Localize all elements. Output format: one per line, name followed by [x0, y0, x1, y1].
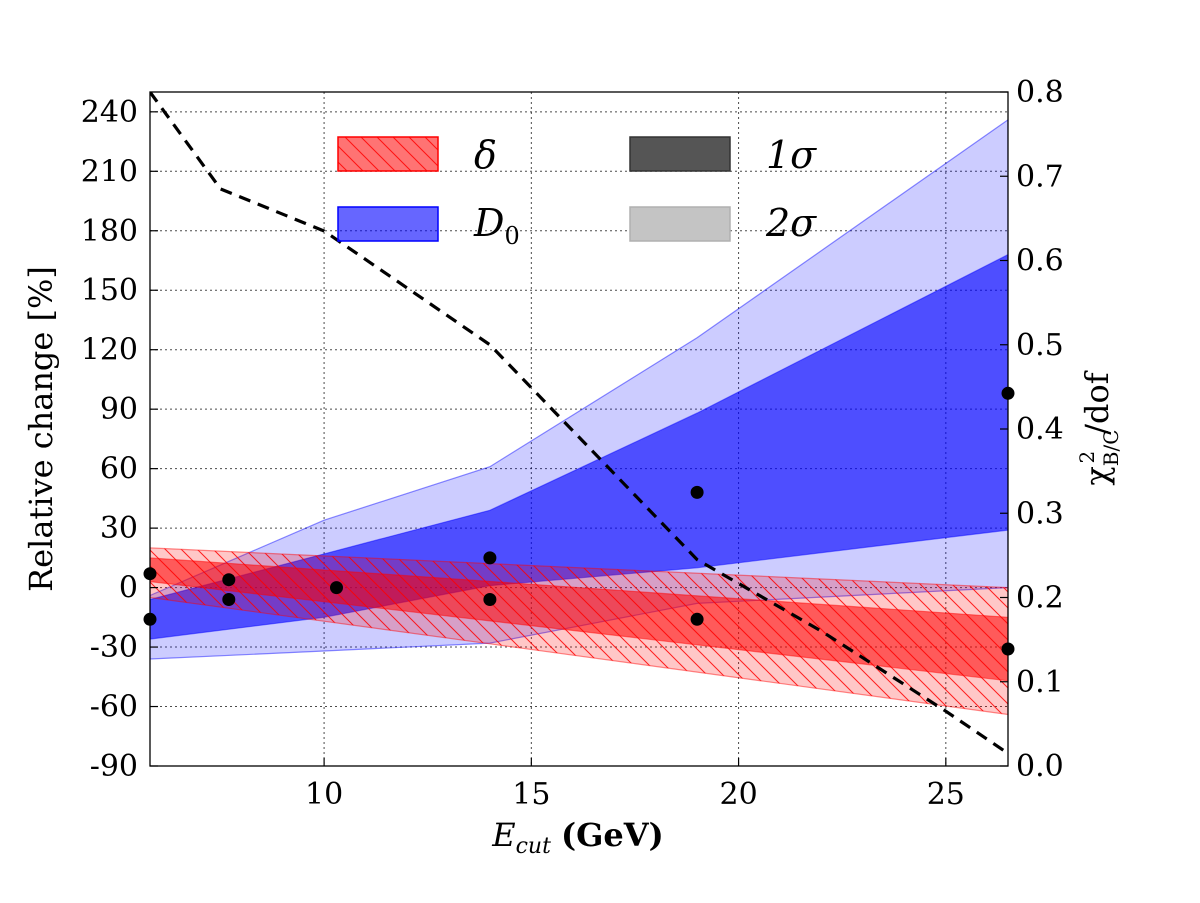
x-tick-label: 20 — [719, 777, 757, 812]
y-tick-label: 90 — [100, 392, 138, 427]
x-tick-label: 10 — [305, 777, 343, 812]
data-point — [483, 593, 497, 606]
legend-swatch-d0 — [337, 206, 439, 242]
y2-axis-title: χB/C2/dof — [1075, 370, 1123, 485]
x-axis: 10 15 20 25 — [305, 758, 965, 812]
data-point — [222, 593, 236, 606]
y2-tick-label: 0.1 — [1016, 665, 1064, 700]
y-tick-label: 0 — [119, 571, 138, 606]
y-axis-left: -90 -60 -30 0 30 60 90 120 150 180 210 240 — [81, 95, 158, 784]
y2-tick-label: 0.6 — [1016, 244, 1064, 279]
band--1-band — [150, 557, 1008, 682]
data-point — [690, 612, 704, 626]
legend-swatch-delta-hatch — [338, 137, 438, 171]
legend-swatch-1sigma — [629, 136, 731, 172]
y2-tick-label: 0.4 — [1016, 412, 1064, 447]
y2-tick-label: 0.8 — [1016, 75, 1064, 110]
y2-tick-label: 0.5 — [1016, 328, 1064, 363]
y2-tick-label: 0.7 — [1016, 159, 1064, 194]
y-tick-label: -60 — [90, 690, 138, 725]
y-tick-label: 150 — [81, 273, 138, 308]
y-tick-label: 120 — [81, 333, 138, 368]
data-point — [330, 581, 343, 595]
y-tick-label: -90 — [90, 749, 138, 784]
y2-tick-label: 0.2 — [1016, 581, 1064, 616]
y-tick-label: -30 — [90, 630, 138, 665]
y2-tick-label: 0.3 — [1016, 496, 1064, 531]
y-tick-label: 180 — [81, 214, 138, 249]
band-d0-1-band — [150, 253, 1008, 640]
bands — [150, 119, 1008, 716]
y2-tick-label: 0.0 — [1016, 749, 1064, 784]
legend-swatch-2sigma — [629, 206, 731, 242]
y-tick-label: 30 — [100, 511, 138, 546]
y-axis-title: Relative change [%] — [22, 266, 60, 592]
legend-label-d0: D0 — [473, 201, 520, 250]
y-tick-label: 210 — [81, 154, 138, 189]
data-point — [690, 485, 704, 499]
y-tick-label: 60 — [100, 452, 138, 487]
data-point — [483, 551, 497, 565]
y-axis-right: 0.0 0.1 0.2 0.3 0.4 0.5 0.6 0.7 0.8 — [1000, 75, 1064, 784]
legend-label-2sigma: 2σ — [765, 201, 817, 245]
y-tick-label: 240 — [81, 95, 138, 130]
data-point — [222, 573, 236, 587]
legend-label-delta: δ — [474, 133, 497, 177]
chi2-line-layer — [150, 92, 1008, 755]
x-tick-label: 25 — [927, 777, 965, 812]
chi2-dashed-line — [150, 92, 1008, 755]
legend-label-1sigma: 1σ — [766, 133, 817, 177]
x-tick-label: 15 — [512, 777, 550, 812]
x-axis-title: Ecut (GeV) — [491, 816, 664, 859]
legend: δ D0 1σ 2σ — [337, 133, 817, 250]
